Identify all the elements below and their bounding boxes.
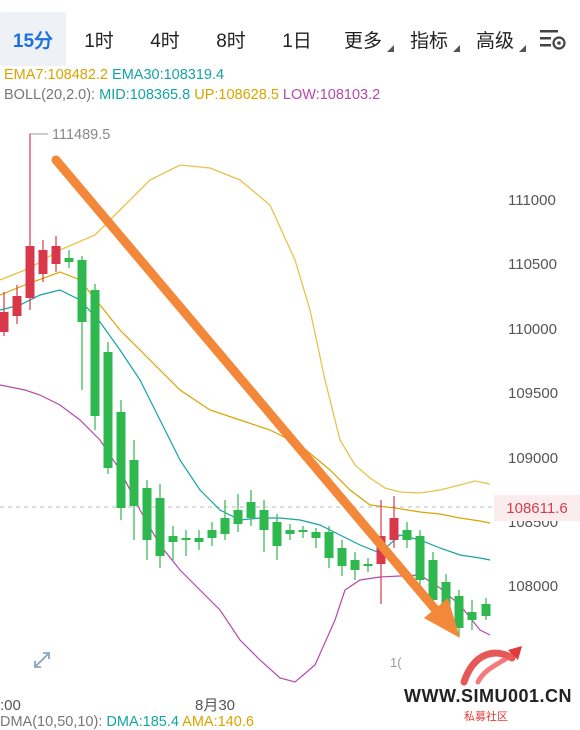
- candle-body: [12, 296, 22, 316]
- candle-body: [220, 518, 230, 534]
- candle-body: [233, 510, 243, 524]
- dma-value: DMA:185.4: [106, 714, 179, 730]
- tab-15m[interactable]: 15分: [0, 12, 66, 66]
- watermark-subtitle: 私募社区: [464, 711, 508, 723]
- candle-body: [181, 538, 191, 540]
- ema30-value: EMA30:108319.4: [112, 67, 225, 83]
- tab-1h[interactable]: 1时: [78, 12, 120, 66]
- candle-body: [259, 510, 269, 530]
- candle-body: [90, 290, 100, 416]
- candles-group: [0, 134, 491, 636]
- chart-settings-button[interactable]: [538, 26, 568, 52]
- y-tick-label: 109500: [508, 385, 558, 402]
- expand-chart-button[interactable]: [32, 650, 52, 675]
- candle-body: [415, 536, 425, 580]
- tab-more[interactable]: 更多: [342, 12, 394, 66]
- boll-label: BOLL(20,2.0):: [4, 87, 96, 103]
- candle-body: [467, 612, 477, 620]
- ama-value: AMA:140.6: [182, 714, 254, 730]
- tab-label: 高级: [475, 30, 514, 52]
- y-tick-label: 109000: [508, 450, 558, 467]
- tab-8h[interactable]: 8时: [210, 12, 252, 66]
- expand-icon: [34, 652, 50, 668]
- candle-body: [0, 312, 9, 332]
- boll-low-value: LOW:108103.2: [282, 87, 381, 103]
- x-axis-labels: :00 8月30 1(: [0, 655, 402, 714]
- candle-body: [25, 246, 35, 298]
- candle-body: [272, 522, 282, 546]
- tab-label: 1时: [84, 30, 114, 52]
- candle-body: [298, 530, 308, 532]
- x-tick-label: 1(: [390, 655, 402, 670]
- candle-body: [428, 560, 438, 600]
- tab-label: 15分: [12, 30, 54, 52]
- boll-up-value: UP:108628.5: [194, 87, 279, 103]
- chevron-down-icon: [519, 45, 526, 52]
- candle-body: [324, 532, 334, 558]
- dma-label: DMA(10,50,10):: [0, 714, 103, 730]
- ema30-line: [0, 289, 491, 561]
- site-watermark: WWW.SIMU001.CN 私募社区: [404, 640, 580, 724]
- boll-upper-line: [0, 164, 491, 494]
- current-price-tag: 108611.6: [494, 495, 580, 521]
- candle-body: [481, 604, 491, 616]
- boll-legend: BOLL(20,2.0): MID:108365.8 UP:108628.5 L…: [4, 87, 380, 103]
- ema7-line: [0, 271, 491, 524]
- tab-label: 指标: [409, 30, 448, 52]
- candle-body: [350, 560, 360, 570]
- x-tick-label: 8月30: [195, 697, 235, 714]
- candle-body: [116, 412, 126, 508]
- tab-label: 1日: [282, 30, 312, 52]
- candle-body: [246, 502, 256, 518]
- candle-body: [454, 596, 464, 628]
- tab-4h[interactable]: 4时: [144, 12, 186, 66]
- candle-body: [77, 260, 87, 322]
- y-tick-label: 111000: [508, 192, 556, 209]
- candle-body: [194, 538, 204, 542]
- boll-lower-line: [0, 384, 491, 683]
- candle-body: [285, 530, 295, 534]
- candle-body: [311, 532, 321, 538]
- candle-body: [64, 258, 74, 262]
- candle-body: [38, 250, 48, 274]
- timeframe-tab-bar: 15分 1时 4时 8时 1日 更多 指标 高级: [0, 0, 580, 78]
- chevron-down-icon: [387, 45, 394, 52]
- candle-body: [142, 488, 152, 540]
- dma-legend: DMA(10,50,10): DMA:185.4 AMA:140.6: [0, 714, 254, 730]
- y-axis-labels: 111000 110500 110000 109500 109000 10850…: [508, 192, 558, 595]
- settings-icon: [540, 30, 566, 50]
- ema7-value: EMA7:108482.2: [4, 67, 108, 83]
- x-tick-label: :00: [0, 697, 21, 714]
- candle-body: [129, 460, 139, 506]
- candle-body: [441, 582, 451, 612]
- tab-1d[interactable]: 1日: [276, 12, 318, 66]
- trend-arrow: [51, 155, 460, 638]
- tab-label: 更多: [343, 30, 382, 52]
- candle-body: [389, 518, 399, 540]
- candle-body: [168, 536, 178, 542]
- chevron-down-icon: [453, 45, 460, 52]
- y-tick-label: 110500: [508, 256, 557, 273]
- tab-label: 8时: [216, 30, 246, 52]
- candle-body: [103, 352, 113, 468]
- tab-advanced[interactable]: 高级: [474, 12, 526, 66]
- candle-body: [337, 548, 347, 566]
- candle-body: [363, 564, 373, 566]
- candle-body: [402, 530, 412, 540]
- ema-legend: EMA7:108482.2 EMA30:108319.4: [4, 67, 224, 83]
- y-tick-label: 108000: [508, 578, 558, 595]
- boll-mid-value: MID:108365.8: [99, 87, 191, 103]
- candle-body: [155, 498, 165, 556]
- watermark-logo: [460, 646, 522, 686]
- candle-body: [51, 246, 61, 264]
- tab-indicators[interactable]: 指标: [408, 12, 460, 66]
- candle-body: [207, 530, 217, 538]
- watermark-text: WWW.SIMU001.CN: [404, 686, 573, 706]
- y-tick-label: 110000: [508, 321, 557, 338]
- tab-label: 4时: [150, 30, 180, 52]
- high-price-label: 111489.5: [52, 127, 110, 143]
